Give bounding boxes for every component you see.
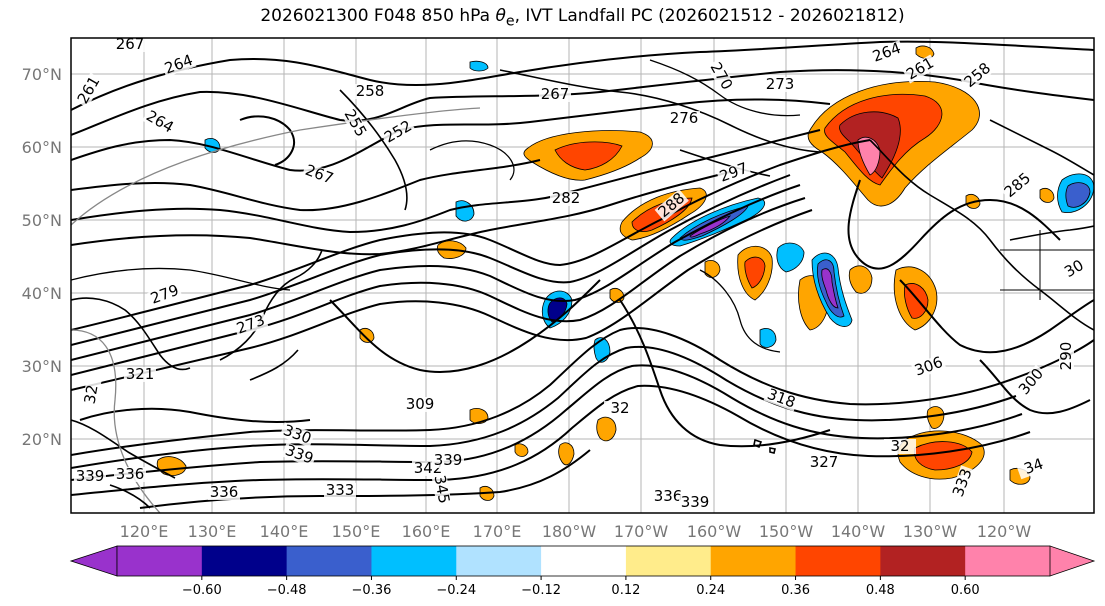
contour-label: 336 bbox=[210, 483, 239, 501]
map-title: 2026021300 F048 850 hPa θe, IVT Landfall… bbox=[0, 6, 1105, 29]
contour-label: 34 bbox=[1022, 455, 1046, 478]
domain-boundary bbox=[71, 107, 481, 513]
contour-label: 276 bbox=[670, 109, 699, 127]
contour-label: 32 bbox=[81, 383, 102, 405]
theta-symbol: θ bbox=[495, 6, 506, 26]
contour-label: 32 bbox=[610, 399, 629, 417]
colorbar-tick-label: 0.60 bbox=[951, 583, 980, 598]
longitude-label: 150°E bbox=[332, 522, 381, 541]
contour-label: 345 bbox=[431, 474, 454, 505]
contour-label: 267 bbox=[541, 85, 570, 103]
colorbar-tick-label: −0.12 bbox=[521, 583, 561, 598]
colorbar-segment bbox=[965, 546, 1051, 576]
title-suffix: , IVT Landfall PC (2026021512 - 20260218… bbox=[514, 6, 905, 26]
longitude-label: 120°W bbox=[977, 522, 1032, 541]
latitude-label: 30°N bbox=[22, 357, 62, 376]
contour-label: 327 bbox=[810, 453, 839, 471]
contour-label: 258 bbox=[356, 82, 385, 100]
longitude-label: 170°E bbox=[473, 522, 522, 541]
longitude-label: 170°W bbox=[614, 522, 669, 541]
colorbar-tick-label: −0.24 bbox=[436, 583, 476, 598]
colorbar-tick-label: 0.36 bbox=[781, 583, 810, 598]
coastlines bbox=[71, 69, 1094, 509]
longitude-labels: 120°E 130°E 140°E 150°E 160°E 170°E 180°W 170°W… bbox=[120, 522, 1032, 541]
longitude-label: 140°E bbox=[260, 522, 309, 541]
colorbar-tick-label: 0.48 bbox=[866, 583, 895, 598]
latitude-label: 70°N bbox=[22, 65, 62, 84]
longitude-label: 140°W bbox=[831, 522, 886, 541]
colorbar-extension-right bbox=[1049, 545, 1096, 577]
contour-label: 32 bbox=[890, 437, 909, 455]
contour-label: 267 bbox=[116, 35, 145, 53]
latitude-label: 20°N bbox=[22, 430, 62, 449]
theta-e-contours-thin bbox=[71, 59, 801, 353]
contour-label: 290 bbox=[1057, 342, 1075, 371]
colorbar: −0.60 −0.48 −0.36 −0.24 −0.12 0.12 0.24 0.36 0.4… bbox=[69, 545, 1096, 598]
colorbar-segment bbox=[625, 546, 712, 576]
latitude-labels: 70°N 60°N 50°N 40°N 30°N 20°N bbox=[22, 65, 62, 449]
colorbar-segment bbox=[795, 546, 881, 576]
colorbar-segment bbox=[286, 546, 372, 576]
colorbar-tick-label: −0.36 bbox=[352, 583, 392, 598]
colorbar-segment bbox=[371, 546, 457, 576]
longitude-label: 120°E bbox=[120, 522, 169, 541]
colorbar-segment bbox=[117, 546, 203, 576]
colorbar-tick-label: 0.24 bbox=[696, 583, 725, 598]
colorbar-segment bbox=[880, 546, 966, 576]
colorbar-segment bbox=[541, 546, 627, 576]
longitude-label: 180°W bbox=[542, 522, 597, 541]
colorbar-extension-left bbox=[69, 545, 118, 577]
contour-label: 321 bbox=[126, 365, 155, 383]
contour-label: 339 bbox=[76, 467, 105, 485]
colorbar-tick-label: −0.48 bbox=[267, 583, 307, 598]
pc-negative-fills bbox=[204, 60, 1094, 363]
theta-subscript: e bbox=[505, 13, 515, 30]
longitude-label: 130°W bbox=[903, 522, 958, 541]
latitude-label: 40°N bbox=[22, 284, 62, 303]
longitude-label: 160°W bbox=[687, 522, 742, 541]
longitude-label: 150°W bbox=[759, 522, 814, 541]
contour-label: 339 bbox=[681, 493, 710, 511]
contour-label: 339 bbox=[434, 451, 463, 469]
latitude-label: 60°N bbox=[22, 138, 62, 157]
colorbar-segment bbox=[710, 546, 797, 576]
contour-label: 309 bbox=[406, 395, 435, 413]
contour-label: 282 bbox=[552, 189, 581, 207]
colorbar-tick-label: 0.12 bbox=[611, 583, 640, 598]
title-prefix: 2026021300 F048 850 hPa bbox=[260, 6, 496, 26]
latitude-label: 50°N bbox=[22, 211, 62, 230]
contour-label: 336 bbox=[116, 465, 145, 483]
longitude-label: 130°E bbox=[188, 522, 237, 541]
contour-label: 273 bbox=[766, 75, 795, 93]
colorbar-tick-label: −0.60 bbox=[182, 583, 222, 598]
longitude-label: 160°E bbox=[402, 522, 451, 541]
contour-label: 336 bbox=[654, 487, 683, 505]
colorbar-segment bbox=[201, 546, 288, 576]
colorbar-segment bbox=[456, 546, 542, 576]
contour-label: 333 bbox=[326, 481, 355, 499]
map-frame bbox=[70, 37, 1095, 514]
